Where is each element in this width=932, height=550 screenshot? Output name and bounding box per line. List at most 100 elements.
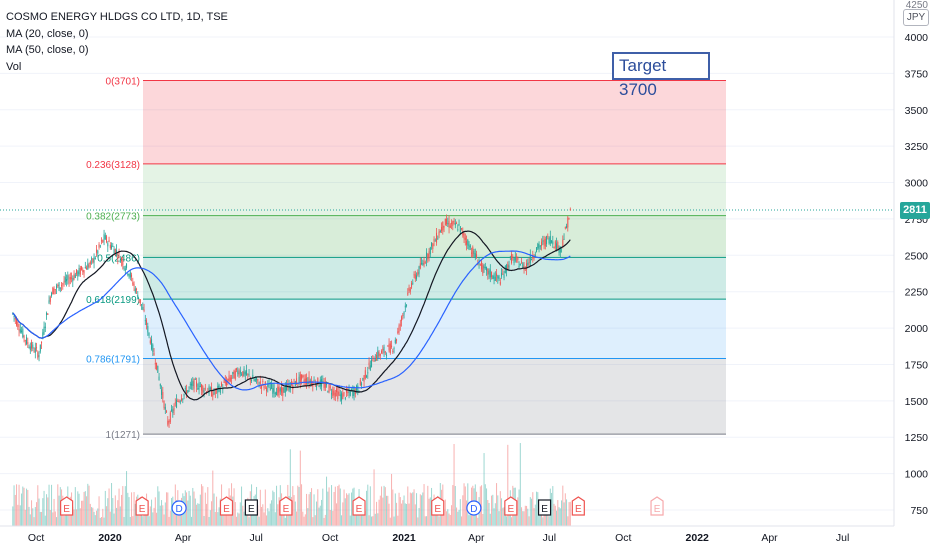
candle-body — [381, 350, 383, 354]
volume-bar — [156, 512, 158, 526]
candle-body — [279, 388, 281, 392]
volume-bar — [336, 503, 338, 526]
volume-bar — [541, 507, 543, 526]
candle-body — [16, 319, 18, 326]
y-tick-label: 2250 — [905, 287, 929, 299]
volume-bar — [131, 492, 133, 526]
earnings-marker[interactable] — [650, 496, 664, 516]
currency-label[interactable]: JPY — [903, 9, 929, 26]
earnings-marker[interactable] — [571, 496, 585, 516]
volume-bar — [159, 505, 161, 526]
candle-body — [472, 247, 474, 257]
candle-body — [502, 273, 504, 275]
earnings-marker[interactable] — [431, 496, 445, 516]
volume-bar — [436, 511, 438, 526]
split-marker[interactable] — [537, 499, 552, 516]
volume-bar — [406, 503, 408, 526]
volume-bar — [17, 504, 19, 526]
candle-body — [51, 293, 53, 296]
dividend-marker[interactable] — [171, 500, 187, 516]
volume-bar — [41, 511, 43, 526]
volume-bar — [526, 505, 528, 526]
candle-body — [44, 326, 46, 328]
volume-bar — [563, 502, 565, 526]
earnings-marker[interactable] — [504, 496, 518, 516]
volume-bar — [102, 508, 104, 526]
earnings-marker[interactable] — [135, 496, 149, 516]
price-axis-bg — [894, 0, 932, 550]
ma20-legend[interactable]: MA (20, close, 0) — [6, 27, 89, 40]
volume-bar — [273, 492, 275, 526]
volume-bar — [259, 489, 261, 526]
candle-body — [306, 377, 308, 385]
candle-body — [451, 222, 453, 225]
volume-bar — [93, 511, 95, 526]
volume-bar — [79, 508, 81, 526]
volume-bar — [368, 515, 370, 526]
candle-body — [569, 209, 571, 211]
fibonacci-retracement[interactable]: 0(3701) 0.236(3128) 0.382(2773) 0.5(2486) 0.… — [0, 77, 894, 442]
candle-body — [248, 374, 250, 376]
candle-body — [487, 268, 489, 275]
candle-body — [269, 387, 271, 391]
volume-bar — [188, 490, 190, 526]
candle-body — [201, 384, 203, 391]
candle-body — [417, 272, 419, 275]
marker-letter: E — [654, 504, 661, 515]
candle-body — [122, 260, 124, 266]
volume-bar — [282, 513, 284, 526]
volume-legend[interactable]: Vol — [6, 60, 22, 73]
marker-letter: E — [283, 504, 290, 515]
volume-bar — [341, 515, 343, 526]
volume-bar — [153, 507, 155, 526]
candle-body — [48, 300, 50, 304]
volume-bar — [226, 510, 228, 526]
candle-body — [192, 381, 194, 387]
volume-bar — [419, 494, 421, 526]
candle-body — [253, 379, 255, 381]
volume-bar — [179, 515, 181, 526]
volume-bar — [404, 503, 406, 526]
candle-body — [383, 346, 385, 353]
candle-body — [446, 219, 448, 224]
volume-bar — [87, 483, 89, 526]
volume-bar — [554, 505, 556, 526]
candle-body — [13, 315, 15, 317]
volume-bar — [537, 492, 539, 526]
candle-body — [178, 400, 180, 402]
volume-bar — [133, 492, 135, 526]
candle-body — [98, 244, 100, 248]
volume-bar — [21, 493, 23, 526]
volume-bar — [293, 495, 295, 526]
target-annotation[interactable]: Target 3700 — [612, 52, 710, 99]
volume-bar — [384, 487, 386, 526]
candle-body — [389, 343, 391, 353]
candle-body — [242, 371, 244, 377]
earnings-marker[interactable] — [279, 496, 293, 516]
ma50-legend[interactable]: MA (50, close, 0) — [6, 44, 89, 56]
candle-body — [233, 370, 235, 379]
volume-bar — [568, 502, 570, 526]
dividend-marker[interactable] — [466, 500, 482, 516]
earnings-marker[interactable] — [352, 496, 366, 516]
volume-bar — [252, 515, 254, 526]
earnings-marker[interactable] — [219, 496, 234, 516]
candle-body — [521, 261, 523, 263]
x-tick-label: 2020 — [98, 532, 122, 544]
candle-body — [316, 384, 318, 388]
candle-body — [549, 236, 551, 244]
symbol-title[interactable]: COSMO ENERGY HLDGS CO LTD, 1D, TSE — [6, 11, 228, 23]
earnings-marker[interactable] — [60, 496, 74, 516]
candle-body — [256, 377, 258, 381]
candle-body — [69, 276, 71, 280]
candle-body — [453, 221, 455, 223]
volume-bar — [132, 516, 134, 526]
candle-body — [529, 254, 531, 264]
candle-body — [476, 254, 478, 259]
candle-body — [298, 376, 300, 383]
split-marker[interactable] — [244, 499, 258, 516]
candle-body — [491, 271, 493, 278]
candle-body — [137, 295, 139, 300]
candle-body — [18, 329, 20, 331]
